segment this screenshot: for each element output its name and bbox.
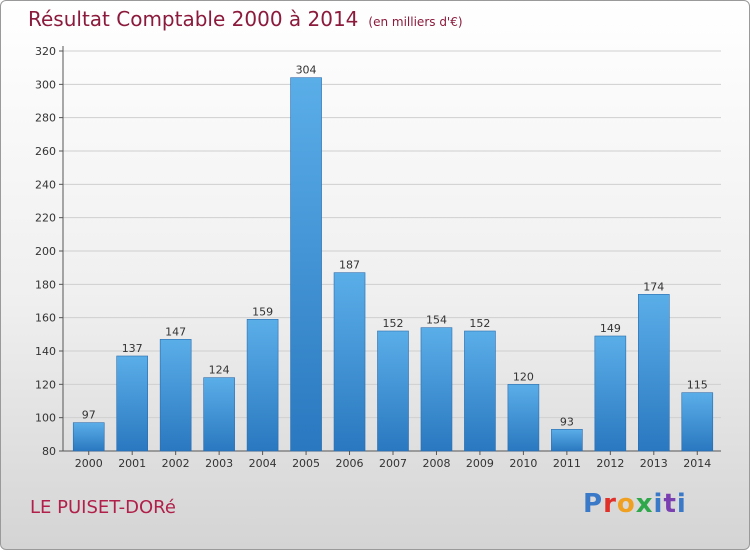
value-labels: 97 137 147 124 159 304 187 152 154 152 120 93 149 174… <box>82 64 708 429</box>
y-tick-label: 300 <box>35 78 56 91</box>
value-label-2011: 93 <box>560 415 574 428</box>
bar-2005 <box>290 77 322 452</box>
x-tick-label-2010: 2010 <box>509 457 537 470</box>
bar-2002 <box>159 339 192 452</box>
bar-2008 <box>420 327 453 452</box>
y-tick-label: 120 <box>35 378 56 391</box>
bar-2006 <box>333 272 366 452</box>
proxiti-logo: Proxiti <box>583 489 687 519</box>
value-label-2000: 97 <box>82 409 96 422</box>
value-label-2014: 115 <box>687 379 708 392</box>
x-tick-label-2014: 2014 <box>683 457 711 470</box>
y-tick-label: 260 <box>35 145 56 158</box>
x-tick-label-2002: 2002 <box>162 457 190 470</box>
x-tick-label-2012: 2012 <box>596 457 624 470</box>
x-tick-label-2004: 2004 <box>249 457 277 470</box>
value-label-2013: 174 <box>643 280 664 293</box>
x-tick-label-2003: 2003 <box>205 457 233 470</box>
commune-name: LE PUISET-DORé <box>30 497 176 518</box>
chart-subtitle: (en milliers d'€) <box>368 15 463 29</box>
x-tick-label-2011: 2011 <box>553 457 581 470</box>
bar-2007 <box>377 330 409 452</box>
y-tick-label: 280 <box>35 112 56 125</box>
bar-2013 <box>637 294 670 452</box>
bar-2001 <box>116 355 148 452</box>
value-label-2004: 159 <box>252 305 273 318</box>
bar-2009 <box>464 330 496 452</box>
value-label-2009: 152 <box>469 317 490 330</box>
y-tick-label: 180 <box>35 278 56 291</box>
y-tick-label: 80 <box>42 445 56 458</box>
bar-2003 <box>203 377 235 452</box>
y-tick-label: 320 <box>35 45 56 58</box>
bar-2012 <box>594 335 627 452</box>
y-tick-label: 140 <box>35 345 56 358</box>
value-label-2005: 304 <box>296 64 317 77</box>
logo-letter: o <box>616 489 636 519</box>
y-tick-label: 100 <box>35 412 56 425</box>
x-tick-labels: 2000 2001 2002 2003 2004 2005 2006 2007 2008 2009… <box>75 451 711 470</box>
value-label-2001: 137 <box>122 342 143 355</box>
x-tick-label-2005: 2005 <box>292 457 320 470</box>
value-label-2002: 147 <box>165 325 186 338</box>
bar-2014 <box>681 392 714 452</box>
bar-2004 <box>246 319 279 452</box>
y-tick-label: 160 <box>35 312 56 325</box>
logo-letter: P <box>583 489 604 519</box>
y-tick-label: 200 <box>35 245 56 258</box>
value-label-2010: 120 <box>513 370 534 383</box>
x-tick-label-2001: 2001 <box>118 457 146 470</box>
x-tick-label-2007: 2007 <box>379 457 407 470</box>
x-tick-label-2006: 2006 <box>336 457 364 470</box>
x-tick-label-2008: 2008 <box>422 457 450 470</box>
y-tick-label: 220 <box>35 212 56 225</box>
chart-title-text: Résultat Comptable 2000 à 2014 <box>28 7 359 31</box>
x-tick-label-2000: 2000 <box>75 457 103 470</box>
logo-letter: i <box>676 489 687 519</box>
bar-2000 <box>72 422 105 452</box>
bars <box>72 77 714 452</box>
logo-letter: x <box>635 489 654 519</box>
x-tick-label-2013: 2013 <box>640 457 668 470</box>
logo-letter: i <box>653 489 664 519</box>
y-tick-label: 240 <box>35 178 56 191</box>
y-tick-labels: 80 100 120 140 160 180 200 220 240 260 280 300 320 <box>35 45 56 458</box>
value-label-2003: 124 <box>209 364 230 377</box>
value-label-2012: 149 <box>600 322 621 335</box>
value-label-2006: 187 <box>339 259 360 272</box>
logo-letter: r <box>603 489 617 519</box>
bar-2010 <box>507 384 540 452</box>
logo-letter: t <box>663 489 677 519</box>
x-tick-label-2009: 2009 <box>466 457 494 470</box>
chart-title: Résultat Comptable 2000 à 2014 (en millie… <box>28 7 463 31</box>
value-label-2007: 152 <box>383 317 404 330</box>
bar-2011 <box>551 429 583 452</box>
value-label-2008: 154 <box>426 314 447 327</box>
